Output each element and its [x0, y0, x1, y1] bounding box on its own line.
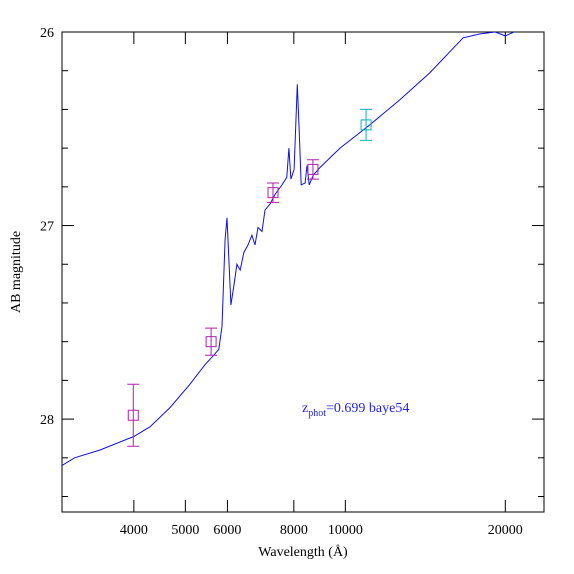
x-tick-label: 5000 — [171, 523, 199, 538]
annotation-main: z — [302, 401, 308, 416]
data-point — [267, 187, 279, 199]
x-tick-label: 4000 — [120, 523, 148, 538]
y-tick-label: 27 — [40, 220, 54, 235]
annotation: zphot=0.699 baye54 — [302, 401, 409, 419]
data-point — [205, 336, 217, 348]
error-bar — [360, 108, 373, 141]
y-tick-label: 26 — [40, 26, 54, 41]
template-line — [62, 32, 516, 466]
y-axis-label: AB magnitude — [9, 231, 24, 313]
error-bar — [205, 327, 218, 356]
plot-area — [62, 32, 516, 466]
x-axis-label: Wavelength (Å) — [258, 544, 348, 560]
error-bar — [306, 159, 319, 180]
annotation-sub: phot — [308, 408, 326, 419]
data-point — [360, 119, 372, 131]
error-bar — [127, 383, 140, 447]
plot-frame — [61, 31, 545, 513]
annotation-rest: =0.699 baye54 — [326, 401, 409, 416]
error-bar — [267, 182, 280, 203]
x-tick-label: 20000 — [488, 523, 523, 538]
y-tick-label: 28 — [40, 413, 54, 428]
x-tick-label: 8000 — [280, 523, 308, 538]
x-tick-label: 10000 — [328, 523, 363, 538]
data-point — [127, 409, 139, 421]
data-point — [307, 163, 319, 175]
x-tick-label: 6000 — [213, 523, 241, 538]
